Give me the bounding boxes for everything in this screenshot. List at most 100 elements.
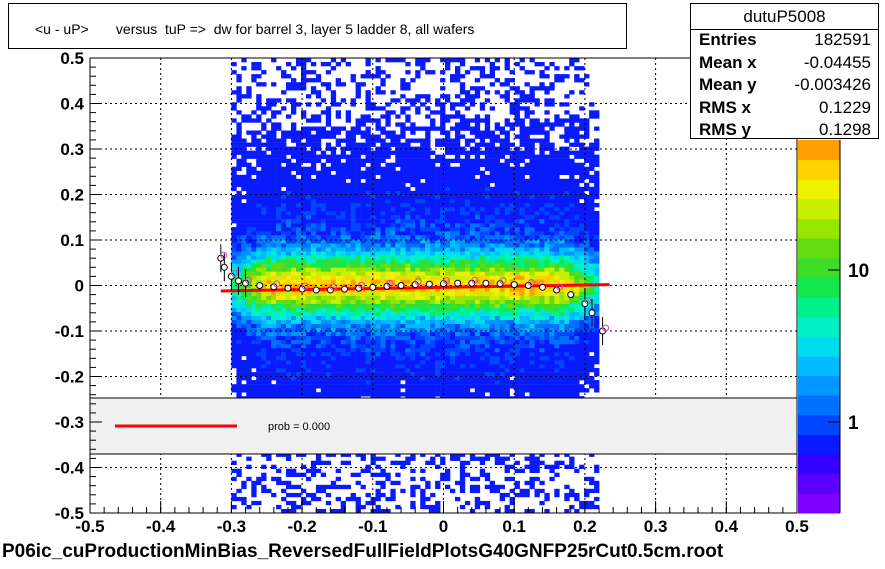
heatmap-cell [261,235,267,240]
heatmap-cell [455,267,461,272]
heatmap-cell [425,275,431,280]
heatmap-cell [410,126,416,131]
heatmap-cell [390,58,396,63]
heatmap-cell [305,275,312,280]
heatmap-cell [340,351,346,357]
heatmap-cell [430,509,436,514]
heatmap-cell [410,360,416,365]
heatmap-cell [430,291,436,296]
heatmap-cell [296,58,302,63]
heatmap-cell [236,303,242,308]
heatmap-cell [420,492,426,498]
heatmap-cell [296,182,302,188]
heatmap-cell [430,335,436,341]
heatmap-cell [320,170,327,175]
heatmap-cell [266,174,272,180]
heatmap-cell [385,392,391,397]
heatmap-cell [514,162,520,167]
heatmap-cell [325,271,332,276]
heatmap-cell [340,174,346,180]
heatmap-cell [395,504,401,510]
heatmap-cell [375,74,381,79]
heatmap-cell [474,372,481,377]
heatmap-cell [231,291,237,296]
heatmap-cell [231,315,237,320]
heatmap-cell [459,368,466,373]
heatmap-cell [266,315,272,320]
heatmap-cell [440,162,446,167]
heatmap-cell [450,287,456,292]
heatmap-cell [231,323,237,329]
heatmap-cell [400,464,406,469]
heatmap-cell [256,223,262,228]
heatmap-cell [251,118,257,123]
heatmap-cell [519,303,525,308]
heatmap-cell [261,154,267,159]
heatmap-cell [499,287,505,292]
heatmap-cell [276,504,282,510]
heatmap-cell [509,251,515,256]
heatmap-cell [315,468,322,473]
heatmap-cell [440,360,446,365]
heatmap-cell [251,319,257,324]
heatmap-cell [241,178,247,184]
heatmap-cell [459,351,466,357]
heatmap-cell [464,460,471,465]
heatmap-cell [335,351,341,357]
heatmap-cell [330,150,337,155]
heatmap-cell [236,384,242,389]
heatmap-cell [395,263,401,268]
heatmap-cell [355,227,361,232]
heatmap-cell [514,166,520,171]
heatmap-cell [504,130,510,135]
heatmap-cell [236,311,242,316]
heatmap-cell [425,130,431,135]
heatmap-cell [459,239,466,244]
heatmap-cell [400,335,406,341]
heatmap-cell [241,58,247,63]
heatmap-cell [519,327,525,333]
heatmap-cell [271,194,277,200]
heatmap-cell [519,231,525,236]
heatmap-cell [459,247,466,252]
heatmap-cell [291,472,297,477]
heatmap-cell [464,247,471,252]
heatmap-cell [499,299,505,304]
heatmap-cell [455,182,461,188]
heatmap-cell [251,219,257,224]
heatmap-cell [489,351,495,357]
heatmap-cell [266,303,272,308]
heatmap-cell [405,360,411,365]
heatmap-cell [410,211,416,216]
heatmap-cell [509,78,515,83]
heatmap-cell [251,331,257,337]
heatmap-cell [445,170,451,175]
heatmap-cell [469,166,476,171]
heatmap-cell [464,170,471,175]
heatmap-cell [296,62,302,67]
heatmap-cell [455,259,461,264]
heatmap-cell [464,303,471,308]
heatmap-cell [236,452,242,457]
heatmap-cell [271,360,277,365]
heatmap-cell [251,239,257,244]
heatmap-cell [509,500,515,506]
heatmap-cell [241,275,247,280]
heatmap-cell [400,211,406,216]
heatmap-cell [370,315,376,320]
heatmap-cell [450,380,456,385]
heatmap-cell [365,114,371,119]
heatmap-cell [271,130,277,135]
heatmap-cell [375,118,381,123]
heatmap-cell [296,203,302,208]
heatmap-cell [385,211,391,216]
heatmap-cell [340,247,346,252]
heatmap-cell [390,299,396,304]
heatmap-cell [266,182,272,188]
heatmap-cell [405,311,411,316]
heatmap-cell [400,287,406,292]
heatmap-cell [330,291,337,296]
heatmap-cell [330,360,337,365]
heatmap-cell [350,335,356,341]
heatmap-cell [375,303,381,308]
